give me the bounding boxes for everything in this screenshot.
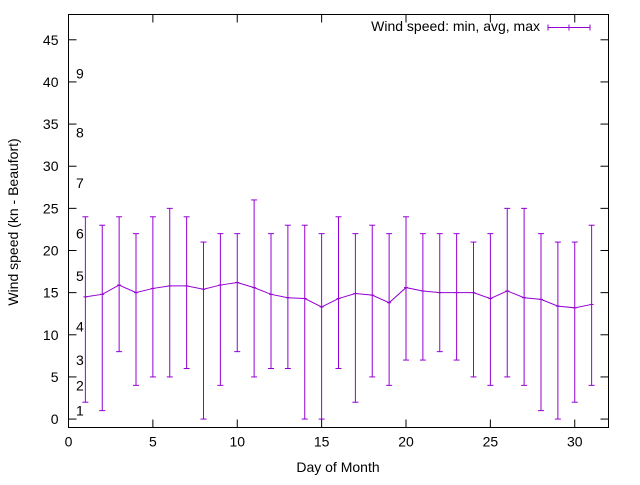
y-tick-label: 20: [43, 243, 59, 259]
avg-line: [85, 282, 592, 309]
legend-label: Wind speed: min, avg, max: [371, 18, 540, 34]
y-tick-label: 40: [43, 74, 59, 90]
y-tick-label: 15: [43, 285, 59, 301]
x-axis-label: Day of Month: [296, 459, 379, 475]
x-tick-label: 15: [314, 434, 330, 450]
y-tick-label: 5: [51, 369, 59, 385]
y-tick-label: 45: [43, 32, 59, 48]
y-axis-label: Wind speed (kn - Beaufort): [5, 138, 21, 305]
plot-frame: [68, 14, 609, 428]
y-tick-label: 30: [43, 158, 59, 174]
x-tick-label: 0: [65, 434, 73, 450]
x-tick-label: 5: [149, 434, 157, 450]
beaufort-label: 2: [76, 377, 84, 393]
y-tick-label: 25: [43, 200, 59, 216]
y-tick-label: 0: [51, 411, 59, 427]
legend: Wind speed: min, avg, max: [371, 18, 591, 34]
beaufort-label: 1: [76, 403, 84, 419]
y-tick-label: 10: [43, 327, 59, 343]
beaufort-label: 4: [76, 318, 84, 334]
y-tick-label: 35: [43, 116, 59, 132]
beaufort-label: 8: [76, 125, 84, 141]
beaufort-label: 9: [76, 66, 84, 82]
beaufort-label: 6: [76, 226, 84, 242]
beaufort-label: 3: [76, 352, 84, 368]
beaufort-label: 5: [76, 268, 84, 284]
x-tick-label: 20: [398, 434, 414, 450]
x-tick-label: 10: [229, 434, 245, 450]
beaufort-label: 7: [76, 175, 84, 191]
x-tick-label: 25: [483, 434, 499, 450]
x-tick-label: 30: [567, 434, 583, 450]
